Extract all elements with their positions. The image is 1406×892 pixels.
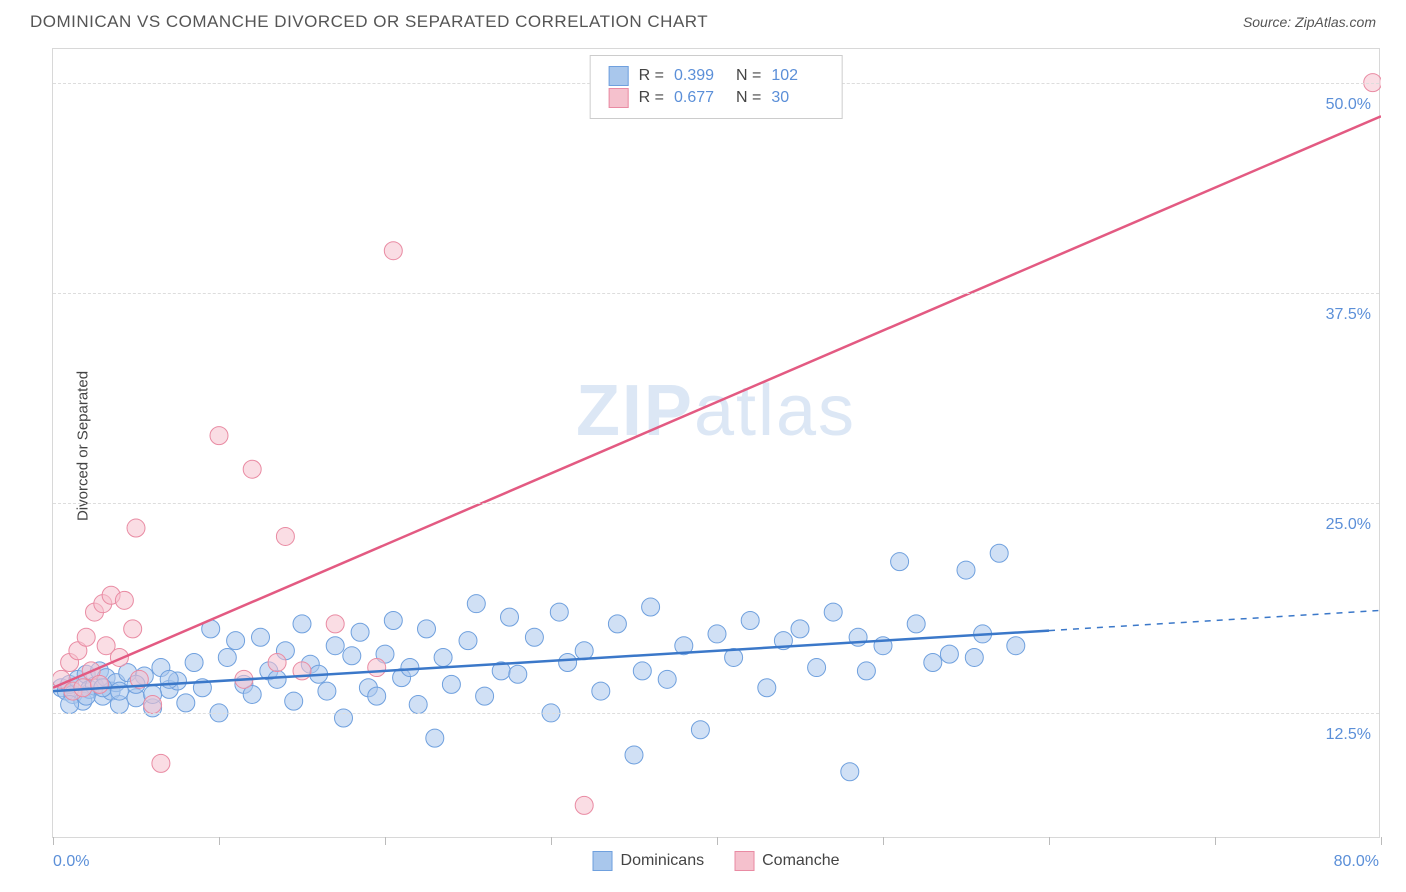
n-label: N = <box>736 89 761 107</box>
swatch-comanche <box>609 88 629 108</box>
r-label: R = <box>639 67 664 85</box>
y-tick-label: 37.5% <box>1326 306 1371 324</box>
x-axis-min-label: 0.0% <box>53 853 89 871</box>
r-value-comanche: 0.677 <box>674 89 726 107</box>
swatch-icon <box>593 851 613 871</box>
legend-row-dominicans: R = 0.399 N = 102 <box>609 66 824 86</box>
x-axis-max-label: 80.0% <box>1334 853 1379 871</box>
chart-plot-area: ZIPatlas 12.5%25.0%37.5%50.0% 0.0% 80.0%… <box>52 48 1380 838</box>
chart-title: DOMINICAN VS COMANCHE DIVORCED OR SEPARA… <box>30 12 708 32</box>
swatch-dominicans <box>609 66 629 86</box>
legend-item-dominicans: Dominicans <box>593 851 705 871</box>
r-value-dominicans: 0.399 <box>674 67 726 85</box>
correlation-legend: R = 0.399 N = 102 R = 0.677 N = 30 <box>590 55 843 119</box>
legend-label: Comanche <box>762 852 839 870</box>
series-legend: Dominicans Comanche <box>593 851 840 871</box>
y-tick-label: 12.5% <box>1326 726 1371 744</box>
y-tick-label: 25.0% <box>1326 516 1371 534</box>
legend-item-comanche: Comanche <box>734 851 839 871</box>
swatch-icon <box>734 851 754 871</box>
legend-row-comanche: R = 0.677 N = 30 <box>609 88 824 108</box>
legend-label: Dominicans <box>621 852 705 870</box>
source-link[interactable]: ZipAtlas.com <box>1295 14 1376 30</box>
y-tick-label: 50.0% <box>1326 96 1371 114</box>
n-label: N = <box>736 67 761 85</box>
n-value-dominicans: 102 <box>771 67 823 85</box>
n-value-comanche: 30 <box>771 89 823 107</box>
r-label: R = <box>639 89 664 107</box>
source-label: Source: <box>1243 14 1295 30</box>
source-attribution: Source: ZipAtlas.com <box>1243 14 1376 30</box>
scatter-svg <box>53 49 1381 839</box>
